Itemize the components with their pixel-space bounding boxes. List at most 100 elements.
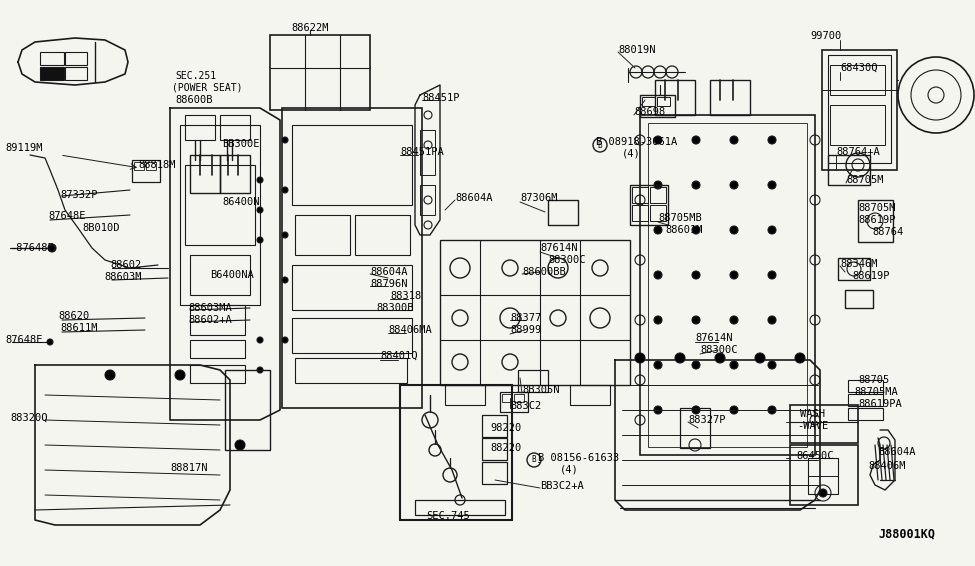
Bar bbox=[65, 67, 87, 80]
Bar bbox=[400, 385, 512, 520]
Circle shape bbox=[282, 337, 288, 343]
Circle shape bbox=[692, 136, 700, 144]
Text: 88705MA: 88705MA bbox=[854, 387, 898, 397]
Text: 88300B: 88300B bbox=[376, 303, 413, 313]
Circle shape bbox=[257, 207, 263, 213]
Text: 99700: 99700 bbox=[810, 31, 841, 41]
Circle shape bbox=[654, 181, 662, 189]
Circle shape bbox=[235, 440, 245, 450]
Text: 88300C: 88300C bbox=[700, 345, 737, 355]
Bar bbox=[180, 125, 260, 305]
Text: 89119M: 89119M bbox=[5, 143, 43, 153]
Bar bbox=[830, 65, 885, 95]
Bar bbox=[40, 67, 64, 80]
Text: 88619PA: 88619PA bbox=[858, 399, 902, 409]
Text: 88764+A: 88764+A bbox=[836, 147, 879, 157]
Text: 8B010D: 8B010D bbox=[82, 223, 120, 233]
Text: 88603M: 88603M bbox=[104, 272, 141, 282]
Text: -87648E: -87648E bbox=[10, 243, 54, 253]
Text: 88796N: 88796N bbox=[370, 279, 408, 289]
Bar bbox=[40, 52, 64, 65]
Bar bbox=[838, 258, 870, 280]
Bar bbox=[445, 385, 485, 405]
Text: 88377: 88377 bbox=[510, 313, 541, 323]
Bar bbox=[642, 97, 655, 106]
Circle shape bbox=[635, 353, 645, 363]
Text: 87332P: 87332P bbox=[60, 190, 98, 200]
Text: 88602: 88602 bbox=[110, 260, 141, 270]
Text: -WAVE: -WAVE bbox=[797, 421, 828, 431]
Bar bbox=[420, 130, 435, 175]
Text: B6400NA: B6400NA bbox=[210, 270, 254, 280]
Circle shape bbox=[692, 181, 700, 189]
Circle shape bbox=[795, 353, 805, 363]
Bar bbox=[190, 255, 250, 295]
Bar bbox=[514, 394, 524, 402]
Circle shape bbox=[730, 406, 738, 414]
Bar bbox=[790, 445, 858, 505]
Bar bbox=[657, 97, 670, 106]
Bar bbox=[146, 162, 156, 170]
Text: 68430Q: 68430Q bbox=[840, 63, 878, 73]
Text: 88705M: 88705M bbox=[846, 175, 883, 185]
Bar bbox=[848, 394, 883, 406]
Bar bbox=[185, 115, 215, 140]
Circle shape bbox=[730, 136, 738, 144]
Bar bbox=[482, 438, 507, 460]
Text: 88300C: 88300C bbox=[548, 255, 586, 265]
Circle shape bbox=[768, 406, 776, 414]
Text: B: B bbox=[598, 140, 603, 149]
Text: 88604A: 88604A bbox=[370, 267, 408, 277]
Bar bbox=[295, 215, 350, 255]
Bar bbox=[220, 155, 250, 193]
Circle shape bbox=[692, 226, 700, 234]
Bar bbox=[848, 380, 883, 392]
Text: 88817N: 88817N bbox=[170, 463, 208, 473]
Text: 88600BB: 88600BB bbox=[522, 267, 565, 277]
Circle shape bbox=[768, 226, 776, 234]
Text: 88611M: 88611M bbox=[60, 323, 98, 333]
Bar bbox=[570, 385, 610, 405]
Bar bbox=[190, 305, 245, 335]
Text: (4): (4) bbox=[560, 465, 579, 475]
Text: SEC.251: SEC.251 bbox=[175, 71, 216, 81]
Text: 88604A: 88604A bbox=[878, 447, 916, 457]
Text: WASH: WASH bbox=[800, 409, 825, 419]
Bar bbox=[65, 52, 87, 65]
Circle shape bbox=[768, 271, 776, 279]
Circle shape bbox=[257, 177, 263, 183]
Circle shape bbox=[692, 271, 700, 279]
Circle shape bbox=[768, 181, 776, 189]
Text: 87614N: 87614N bbox=[695, 333, 732, 343]
Circle shape bbox=[654, 316, 662, 324]
Bar bbox=[848, 408, 883, 420]
Text: 88705: 88705 bbox=[858, 375, 889, 385]
Text: 88705MB: 88705MB bbox=[658, 213, 702, 223]
Bar bbox=[680, 408, 710, 448]
Text: 88220: 88220 bbox=[490, 443, 522, 453]
Circle shape bbox=[654, 226, 662, 234]
Circle shape bbox=[282, 232, 288, 238]
Circle shape bbox=[730, 316, 738, 324]
Bar bbox=[650, 205, 666, 221]
Text: 88602+A: 88602+A bbox=[188, 315, 232, 325]
Circle shape bbox=[730, 361, 738, 369]
Bar bbox=[292, 265, 412, 310]
Text: 88406M: 88406M bbox=[868, 461, 906, 471]
Text: 88764: 88764 bbox=[872, 227, 903, 237]
Bar bbox=[630, 185, 668, 225]
Bar bbox=[225, 370, 270, 450]
Circle shape bbox=[654, 406, 662, 414]
Bar bbox=[830, 105, 885, 145]
Circle shape bbox=[654, 361, 662, 369]
Bar bbox=[808, 458, 838, 494]
Text: 88603MA: 88603MA bbox=[188, 303, 232, 313]
Circle shape bbox=[654, 136, 662, 144]
Bar bbox=[132, 160, 160, 182]
Bar bbox=[502, 394, 512, 402]
Text: 88401Q: 88401Q bbox=[380, 351, 417, 361]
Text: 87648E: 87648E bbox=[5, 335, 43, 345]
Text: B 08918-3061A: B 08918-3061A bbox=[596, 137, 678, 147]
Text: 883C2: 883C2 bbox=[510, 401, 541, 411]
Text: BB3C2+A: BB3C2+A bbox=[540, 481, 584, 491]
